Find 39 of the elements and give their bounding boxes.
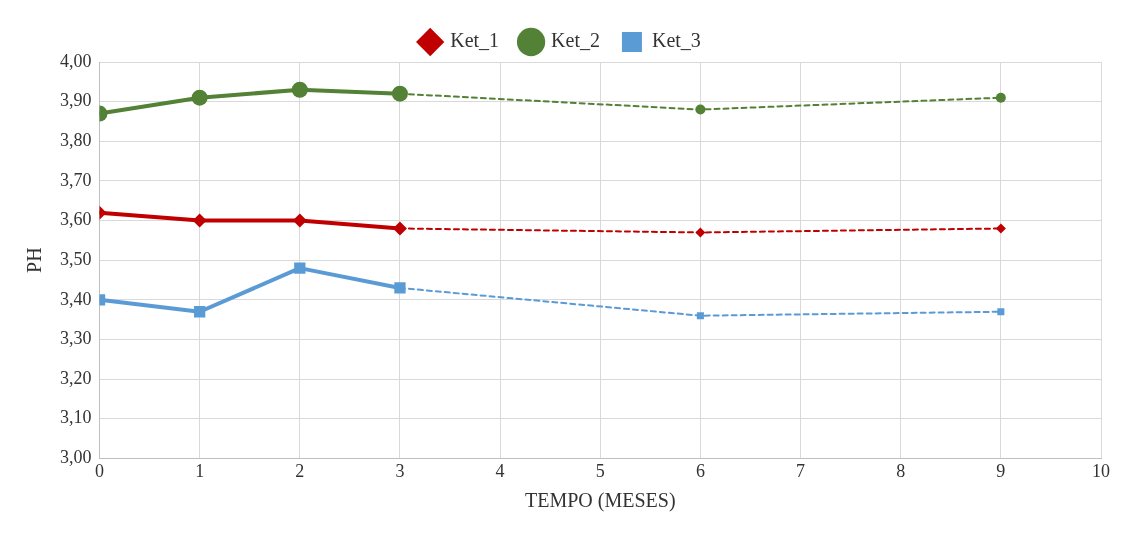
point — [995, 92, 1006, 103]
x-tick-label: 7 — [796, 460, 806, 481]
x-tick-label: 2 — [295, 460, 305, 481]
point — [292, 213, 307, 228]
x-tick-label: 10 — [1092, 460, 1110, 481]
point — [695, 227, 706, 238]
x-tick-label: 0 — [95, 460, 104, 481]
y-tick-label: 4,00 — [60, 50, 92, 71]
x-tick-label: 1 — [195, 460, 205, 481]
y-tick-label: 3,30 — [60, 328, 92, 349]
x-axis-title: TEMPO (MESES) — [524, 489, 676, 513]
point — [294, 262, 306, 274]
point — [191, 89, 208, 106]
y-tick-label: 3,90 — [60, 90, 92, 111]
y-tick-label: 3,50 — [60, 248, 92, 269]
y-axis-title: PH — [23, 247, 46, 273]
x-tick-label: 5 — [595, 460, 605, 481]
x-tick-label: 9 — [996, 460, 1006, 481]
legend-label: Ket_2 — [551, 29, 600, 52]
legend-label: Ket_3 — [651, 29, 701, 52]
point — [695, 104, 706, 115]
y-tick-label: 3,00 — [60, 447, 92, 468]
x-tick-label: 6 — [695, 460, 705, 481]
y-tick-label: 3,10 — [60, 407, 92, 428]
legend-label: Ket_1 — [450, 29, 500, 52]
x-tick-label: 4 — [495, 460, 505, 481]
point — [291, 81, 308, 98]
y-tick-label: 3,20 — [60, 367, 92, 388]
point — [995, 223, 1006, 234]
y-tick-label: 3,60 — [60, 209, 92, 230]
point — [193, 306, 206, 318]
point — [997, 308, 1005, 316]
y-tick-label: 3,80 — [60, 130, 92, 151]
x-tick-label: 8 — [896, 460, 906, 481]
x-tick-label: 3 — [395, 460, 405, 481]
point — [192, 213, 207, 228]
point — [696, 312, 704, 320]
y-tick-label: 3,40 — [60, 288, 92, 309]
y-tick-label: 3,70 — [60, 169, 92, 190]
